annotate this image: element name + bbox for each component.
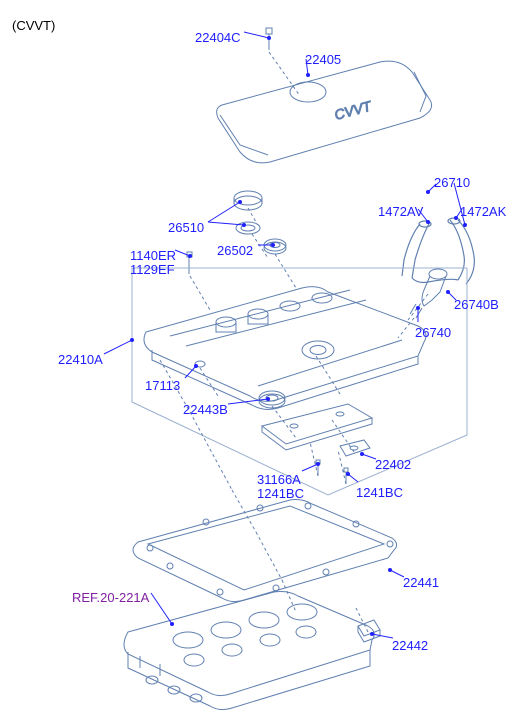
oil-seal-26510 bbox=[236, 222, 260, 234]
part-22402 bbox=[340, 440, 370, 456]
gasket-22441 bbox=[133, 500, 397, 602]
leader-lines bbox=[104, 32, 467, 638]
plate-31166a bbox=[262, 404, 372, 450]
valve-cover-part bbox=[132, 268, 467, 495]
pcv-hose bbox=[402, 218, 474, 284]
oil-cap-part bbox=[234, 191, 262, 210]
parts-diagram: CVVT bbox=[0, 0, 532, 727]
engine-cover-part: CVVT bbox=[217, 61, 432, 163]
svg-text:CVVT: CVVT bbox=[333, 97, 375, 122]
seal-26502 bbox=[264, 239, 286, 254]
